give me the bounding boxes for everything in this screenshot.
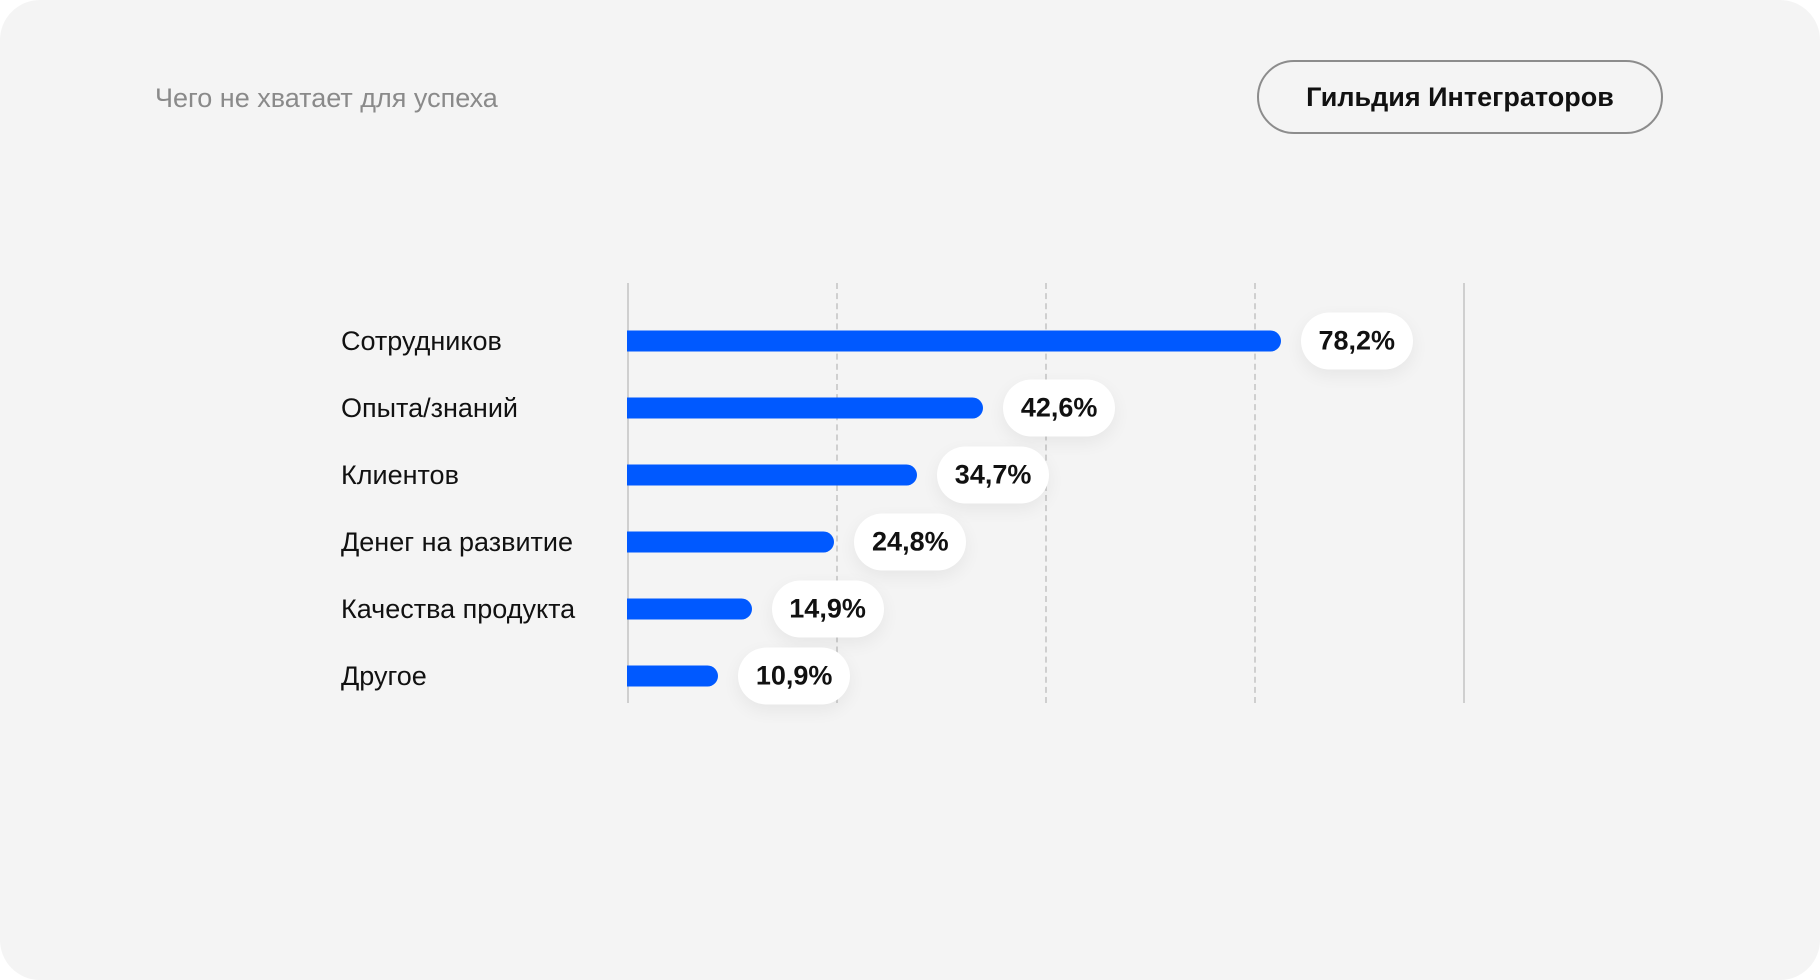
bar xyxy=(627,464,918,486)
value-badge: 24,8% xyxy=(854,513,967,571)
value-badge: 14,9% xyxy=(771,580,884,638)
gridline-75 xyxy=(1254,283,1256,703)
gridline-25 xyxy=(836,283,838,703)
gridline-50 xyxy=(1045,283,1047,703)
bar xyxy=(627,330,1281,352)
brand-badge: Гильдия Интеграторов xyxy=(1257,60,1663,134)
chart-subtitle: Чего не хватает для успеха xyxy=(155,83,498,113)
plot-area xyxy=(627,283,1465,703)
gridline-100 xyxy=(1463,283,1465,703)
axis-line xyxy=(627,283,629,703)
bar xyxy=(627,531,835,553)
bar xyxy=(627,598,752,620)
bar-label: Качества продукта xyxy=(341,594,576,624)
bar xyxy=(627,665,719,687)
value-badge: 42,6% xyxy=(1003,379,1116,437)
bar-label: Денег на развитие xyxy=(341,527,574,557)
bar-label: Другое xyxy=(341,661,427,691)
bar-label: Клиентов xyxy=(341,460,459,490)
bar xyxy=(627,397,984,419)
bar-label: Опыта/знаний xyxy=(341,393,518,423)
value-badge: 78,2% xyxy=(1300,312,1413,370)
value-badge: 34,7% xyxy=(937,446,1050,504)
value-badge: 10,9% xyxy=(738,647,851,705)
bar-label: Сотрудников xyxy=(341,326,502,356)
